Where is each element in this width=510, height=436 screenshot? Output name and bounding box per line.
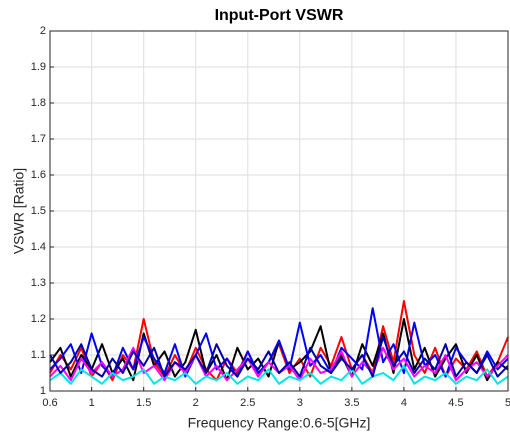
x-axis-label: Frequency Range:0.6-5[GHz]	[188, 415, 371, 431]
y-tick-label: 1.3	[31, 277, 46, 289]
chart-title: Input-Port VSWR	[215, 7, 344, 24]
y-tick-label: 2	[40, 25, 46, 37]
x-tick-label: 1	[89, 397, 95, 409]
y-tick-label: 1.9	[31, 61, 46, 73]
y-tick-label: 1.6	[31, 169, 46, 181]
y-tick-label: 1.8	[31, 97, 46, 109]
y-tick-label: 1.5	[31, 205, 46, 217]
series-line	[49, 336, 509, 378]
x-tick-label: 5	[505, 397, 510, 409]
x-tick-label: 1.5	[136, 397, 151, 409]
x-tick-label: 3.5	[344, 397, 359, 409]
y-tick-label: 1.1	[31, 349, 46, 361]
series-line	[49, 307, 509, 378]
y-tick-label: 1	[40, 385, 46, 397]
x-tick-label: 4.5	[448, 397, 463, 409]
x-tick-label: 4	[401, 397, 407, 409]
x-tick-label: 0.6	[42, 397, 57, 409]
series-line	[49, 364, 509, 385]
x-tick-label: 2	[193, 397, 199, 409]
y-tick-label: 1.4	[31, 241, 46, 253]
y-axis-label: VSWR [Ratio]	[11, 168, 27, 254]
x-tick-label: 2.5	[240, 397, 255, 409]
plot-frame	[49, 30, 509, 392]
x-tick-label: 3	[297, 397, 303, 409]
y-tick-label: 1.2	[31, 313, 46, 325]
y-tick-label: 1.7	[31, 133, 46, 145]
